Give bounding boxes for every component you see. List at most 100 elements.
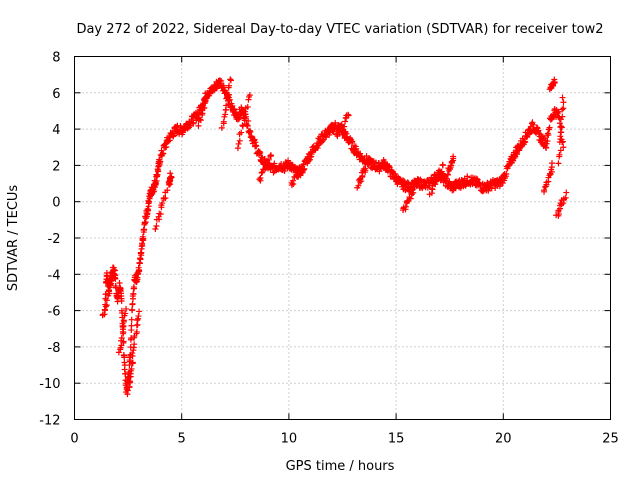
data-point xyxy=(246,92,253,99)
y-tick-label: -12 xyxy=(39,414,60,429)
data-point xyxy=(438,168,445,175)
data-point xyxy=(297,166,304,173)
data-point xyxy=(559,94,566,101)
y-tick-label: 4 xyxy=(52,123,60,138)
data-point xyxy=(159,200,166,207)
x-axis-label: GPS time / hours xyxy=(286,459,395,474)
data-point xyxy=(128,316,135,323)
data-point xyxy=(118,334,125,341)
data-point xyxy=(126,384,133,391)
data-point xyxy=(298,163,305,170)
x-tick-label: 0 xyxy=(70,432,78,447)
data-point xyxy=(227,76,234,83)
data-point xyxy=(341,123,348,130)
data-point xyxy=(168,174,175,181)
data-point xyxy=(131,285,138,292)
y-tick-label: 6 xyxy=(52,87,60,102)
data-point xyxy=(559,113,566,120)
data-point xyxy=(99,312,106,319)
data-point xyxy=(241,111,248,118)
data-point xyxy=(218,78,225,85)
data-point xyxy=(102,307,109,314)
data-point xyxy=(349,138,356,145)
data-point xyxy=(234,145,241,152)
x-tick-labels: 0 5 10 15 20 25 xyxy=(70,432,618,447)
data-point xyxy=(157,211,164,218)
data-point xyxy=(118,298,125,305)
data-point xyxy=(115,349,122,356)
data-point xyxy=(265,156,272,163)
data-point xyxy=(271,160,278,167)
data-point xyxy=(543,140,550,147)
data-point xyxy=(257,150,264,157)
data-point xyxy=(560,105,567,112)
data-point xyxy=(367,164,374,171)
data-point xyxy=(124,387,131,394)
data-point xyxy=(129,360,136,367)
data-point xyxy=(514,151,521,158)
y-tick-label: 0 xyxy=(52,196,60,211)
data-point xyxy=(123,305,130,312)
data-point xyxy=(216,77,223,84)
data-point xyxy=(557,147,564,154)
data-point xyxy=(131,341,138,348)
data-point xyxy=(134,276,141,283)
data-point xyxy=(130,291,137,298)
y-tick-label: 2 xyxy=(52,159,60,174)
data-point xyxy=(562,194,569,201)
data-point xyxy=(429,186,436,193)
data-point xyxy=(135,313,142,320)
axis-ticks xyxy=(74,56,611,420)
data-point xyxy=(244,103,251,110)
y-tick-label: 8 xyxy=(52,51,60,66)
data-point xyxy=(122,310,129,317)
data-point xyxy=(129,300,136,307)
data-point xyxy=(156,216,163,223)
data-point xyxy=(399,177,406,184)
data-point xyxy=(140,237,147,244)
data-point xyxy=(141,226,148,233)
data-point xyxy=(556,151,563,158)
data-point xyxy=(121,354,128,361)
data-point xyxy=(560,99,567,106)
data-point xyxy=(235,140,242,147)
data-points xyxy=(99,76,570,398)
data-point xyxy=(230,105,237,112)
data-point xyxy=(136,308,143,315)
y-tick-labels: -12 -10 -8 -6 -4 -2 0 2 4 6 8 xyxy=(39,51,60,429)
data-point xyxy=(558,129,565,136)
x-tick-label: 15 xyxy=(388,432,405,447)
data-point xyxy=(103,297,110,304)
data-point xyxy=(558,124,565,131)
data-point xyxy=(448,158,455,165)
chart-title: Day 272 of 2022, Sidereal Day-to-day VTE… xyxy=(76,22,603,37)
data-point xyxy=(245,117,252,124)
data-point xyxy=(129,359,136,366)
x-tick-label: 5 xyxy=(178,432,186,447)
data-point xyxy=(560,144,567,151)
x-tick-label: 25 xyxy=(602,432,619,447)
data-point xyxy=(434,176,441,183)
data-point xyxy=(105,288,112,295)
data-point xyxy=(353,145,360,152)
data-point xyxy=(108,280,115,287)
y-axis-label: SDTVAR / TECUs xyxy=(6,185,21,292)
data-point xyxy=(281,168,288,175)
data-point xyxy=(223,102,230,109)
data-point xyxy=(555,108,562,115)
data-point xyxy=(402,203,409,210)
data-point xyxy=(224,97,231,104)
data-point xyxy=(218,124,225,131)
data-point xyxy=(544,138,551,145)
data-point xyxy=(120,329,127,336)
data-point xyxy=(133,328,140,335)
data-point xyxy=(558,123,565,130)
data-point xyxy=(239,123,246,130)
data-point xyxy=(336,129,343,136)
data-point xyxy=(557,133,564,140)
y-tick-label: -10 xyxy=(39,377,60,392)
data-point xyxy=(160,150,167,157)
data-point xyxy=(439,162,446,169)
data-point xyxy=(541,188,548,195)
